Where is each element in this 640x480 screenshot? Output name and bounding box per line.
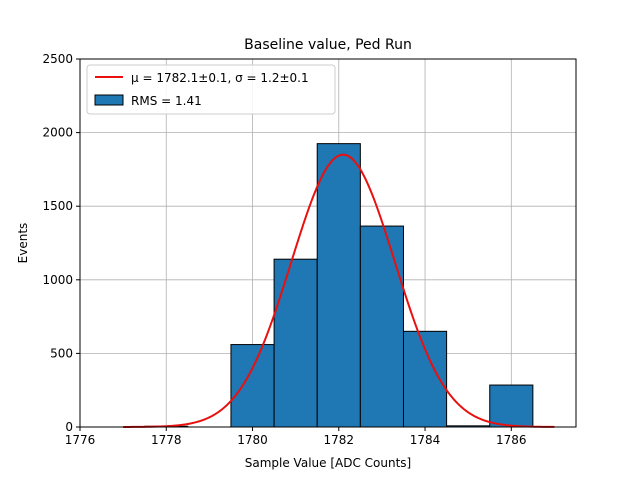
histogram-bar [489, 384, 534, 428]
y-tick-label: 2500 [42, 52, 73, 66]
x-tick-label: 1776 [65, 433, 96, 447]
y-tick-label: 0 [65, 420, 73, 434]
y-tick-label: 500 [50, 346, 73, 360]
legend-fit-label: μ = 1782.1±0.1, σ = 1.2±0.1 [131, 71, 309, 85]
legend-histogram-swatch [94, 94, 124, 106]
legend-histogram-label: RMS = 1.41 [131, 94, 202, 108]
x-tick-label: 1784 [410, 433, 441, 447]
y-axis-label: Events [16, 223, 30, 264]
histogram-bar [316, 143, 361, 428]
histogram-bar [273, 258, 318, 428]
y-tick-label: 1500 [42, 199, 73, 213]
plot-frame [79, 58, 577, 428]
x-tick-label: 1786 [496, 433, 527, 447]
legend: μ = 1782.1±0.1, σ = 1.2±0.1 RMS = 1.41 [86, 64, 336, 115]
chart-title: Baseline value, Ped Run [244, 37, 412, 53]
histogram-bar [230, 344, 275, 428]
x-axis-ticks: 1776 1778 1780 1782 1784 1786 [65, 427, 527, 447]
y-tick-label: 1000 [42, 273, 73, 287]
legend-box [86, 64, 336, 115]
x-tick-label: 1782 [324, 433, 355, 447]
gaussian-fit [123, 153, 555, 428]
y-tick-label: 2000 [42, 126, 73, 140]
fit-curve [123, 153, 555, 428]
x-tick-label: 1778 [151, 433, 182, 447]
x-tick-label: 1780 [237, 433, 268, 447]
histogram-bars [144, 143, 534, 428]
y-axis-ticks: 0 500 1000 1500 2000 2500 [42, 52, 80, 434]
histogram-bar [359, 225, 404, 428]
x-axis-label: Sample Value [ADC Counts] [245, 456, 411, 470]
